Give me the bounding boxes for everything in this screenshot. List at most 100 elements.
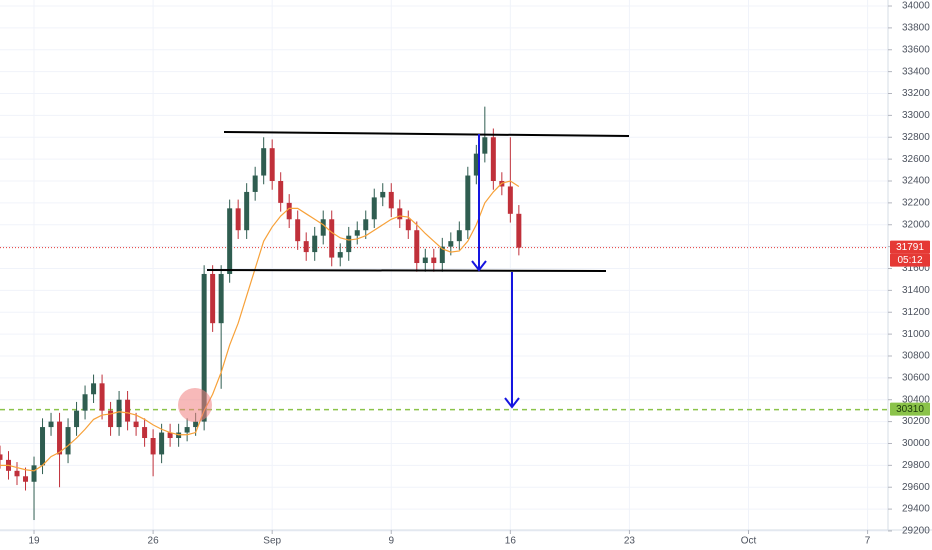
y-tick-label: 34000 bbox=[902, 1, 930, 12]
candle-body bbox=[218, 273, 224, 324]
candle-body bbox=[48, 421, 54, 428]
y-tick-label: 33400 bbox=[902, 66, 930, 77]
candle-body bbox=[388, 191, 394, 209]
candle-body bbox=[303, 241, 309, 253]
candle-body bbox=[14, 470, 20, 477]
candle-body bbox=[0, 454, 3, 460]
level-badge-label: 30310 bbox=[896, 404, 924, 415]
candle-body bbox=[397, 208, 403, 220]
y-tick-label: 33600 bbox=[902, 44, 930, 55]
resistance-line bbox=[223, 131, 630, 137]
candle-body bbox=[40, 427, 46, 466]
candle-body bbox=[269, 148, 275, 182]
candle-body bbox=[456, 230, 462, 242]
candle-body bbox=[278, 181, 284, 203]
x-tick-label: 7 bbox=[865, 536, 871, 547]
candle-body bbox=[57, 421, 63, 455]
y-tick-label: 31200 bbox=[902, 307, 930, 318]
y-tick-label: 30200 bbox=[902, 416, 930, 427]
level-badge bbox=[890, 402, 930, 416]
candle-body bbox=[227, 208, 233, 274]
y-tick-label: 33000 bbox=[902, 110, 930, 121]
y-tick-label: 33800 bbox=[902, 23, 930, 34]
y-tick-label: 30000 bbox=[902, 438, 930, 449]
candle-body bbox=[507, 186, 513, 214]
candle-body bbox=[439, 246, 445, 264]
drawings bbox=[178, 131, 630, 422]
candle-body bbox=[244, 191, 250, 231]
candle-body bbox=[414, 230, 420, 264]
x-tick-label: Sep bbox=[263, 536, 281, 547]
x-tick-label: Oct bbox=[741, 536, 757, 547]
countdown-badge bbox=[890, 253, 930, 267]
candle-body bbox=[99, 383, 105, 411]
candle-body bbox=[261, 148, 267, 176]
candle-body bbox=[235, 208, 241, 231]
countdown-label: 05:12 bbox=[897, 255, 922, 266]
candle-body bbox=[31, 465, 37, 482]
moving-average bbox=[0, 180, 520, 472]
candle-body bbox=[371, 197, 377, 220]
y-tick-label: 31000 bbox=[902, 329, 930, 340]
candle-body bbox=[312, 235, 318, 253]
y-tick-label: 32000 bbox=[902, 219, 930, 230]
y-tick-label: 31400 bbox=[902, 285, 930, 296]
candle-body bbox=[448, 241, 454, 247]
candle-body bbox=[465, 175, 471, 231]
candle-body bbox=[252, 175, 258, 192]
candle-body bbox=[150, 438, 156, 455]
candle-body bbox=[380, 191, 386, 198]
y-tick-label: 30600 bbox=[902, 372, 930, 383]
y-tick-label: 32200 bbox=[902, 198, 930, 209]
candle-body bbox=[363, 219, 369, 231]
candle-body bbox=[91, 383, 97, 395]
candle-body bbox=[482, 137, 488, 154]
y-tick-label: 30800 bbox=[902, 351, 930, 362]
candle-body bbox=[490, 137, 496, 182]
candle-body bbox=[354, 230, 360, 236]
y-tick-label: 32600 bbox=[902, 154, 930, 165]
x-tick-label: 9 bbox=[388, 536, 394, 547]
candle-body bbox=[431, 257, 437, 264]
candle-body bbox=[65, 427, 71, 455]
y-tick-label: 32400 bbox=[902, 176, 930, 187]
arrow bbox=[504, 272, 520, 409]
candle-body bbox=[329, 219, 335, 258]
candle-body bbox=[193, 421, 199, 428]
price-badge bbox=[890, 240, 930, 254]
candle-body bbox=[108, 410, 114, 428]
candle-body bbox=[473, 153, 479, 176]
x-tick-label: 23 bbox=[624, 536, 636, 547]
plot-area bbox=[0, 106, 888, 521]
candle-body bbox=[346, 235, 352, 253]
price-badge-label: 31791 bbox=[896, 242, 924, 253]
candle-body bbox=[74, 410, 80, 428]
candle-body bbox=[516, 213, 522, 248]
x-tick-label: 26 bbox=[148, 536, 160, 547]
candle-body bbox=[286, 202, 292, 220]
candle-body bbox=[82, 394, 88, 411]
y-tick-label: 30400 bbox=[902, 394, 930, 405]
candle-body bbox=[405, 219, 411, 231]
candle-body bbox=[167, 432, 173, 439]
candle-body bbox=[184, 427, 190, 433]
candle-body bbox=[133, 421, 139, 428]
highlight-circle bbox=[178, 388, 212, 422]
candle-body bbox=[320, 219, 326, 236]
candle-body bbox=[337, 252, 343, 258]
candle-body bbox=[142, 427, 148, 439]
candle-body bbox=[422, 257, 428, 264]
x-tick-label: 19 bbox=[28, 536, 40, 547]
candle-body bbox=[159, 432, 165, 455]
y-tick-label: 29800 bbox=[902, 460, 930, 471]
arrow bbox=[471, 134, 487, 272]
candle-body bbox=[201, 273, 207, 422]
candle-body bbox=[210, 273, 216, 324]
y-tick-label: 31600 bbox=[902, 263, 930, 274]
candle-body bbox=[23, 476, 29, 482]
x-tick-label: 16 bbox=[505, 536, 517, 547]
y-tick-label: 29400 bbox=[902, 504, 930, 515]
axes: 29200 29400 29600 29800 30000 30200 30400 30600… bbox=[28, 1, 930, 547]
